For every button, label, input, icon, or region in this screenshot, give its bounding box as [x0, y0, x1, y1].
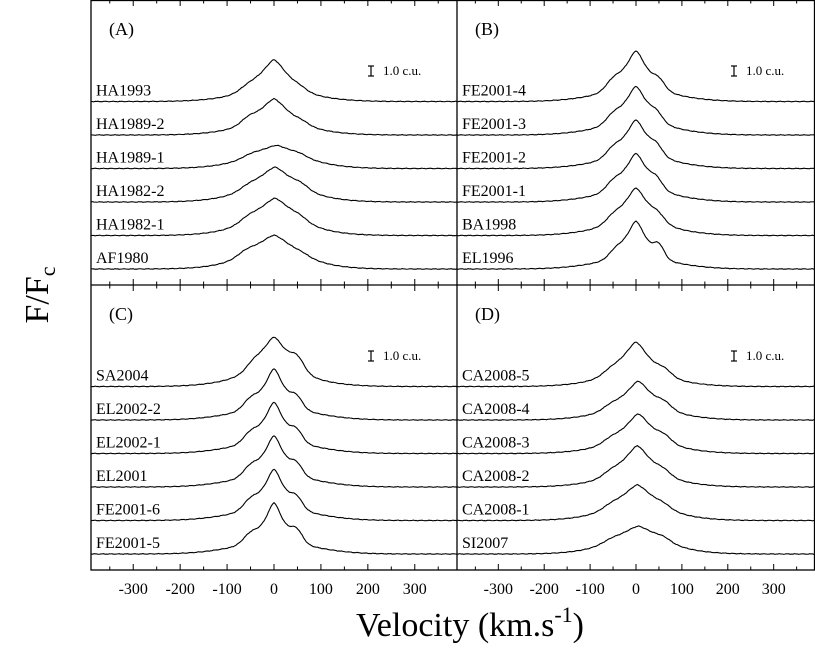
spectrum-label: CA2008-1 [462, 502, 530, 519]
panel-label: (A) [109, 19, 134, 40]
spectrum-ha1989-2 [90, 97, 458, 136]
x-tick-label: -100 [575, 581, 604, 598]
x-tick-label: 0 [632, 581, 640, 598]
spectrum-label: HA1982-2 [96, 183, 164, 200]
x-tick-label: -300 [484, 581, 513, 598]
spectrum-sa2004 [90, 336, 458, 388]
spectrum-label: HA1989-1 [96, 150, 164, 167]
spectrum-label: SI2007 [462, 535, 508, 552]
panels: (A) 1.0 c.u. AF1980 HA1982-1 HA1982-2 HA1989-… [90, 19, 815, 555]
spectrum-label: EL2002-1 [96, 435, 161, 452]
x-tick-label: 200 [716, 581, 740, 598]
scale-bar-label: 1.0 c.u. [746, 63, 784, 78]
spectrum-label: FE2001-3 [462, 116, 526, 133]
spectrum-label: BA1998 [462, 217, 516, 234]
spectrum-label: EL2001 [96, 468, 148, 485]
spectrum-ha1993 [90, 59, 458, 103]
spectrum-label: CA2008-2 [462, 468, 530, 485]
spectrum-fe2001-2 [456, 119, 815, 170]
panel-label: (C) [109, 304, 133, 325]
spectrum-ba1998 [456, 187, 815, 237]
spectrum-label: FE2001-1 [462, 183, 526, 200]
x-tick-label: -300 [119, 581, 148, 598]
y-axis-label-main: F/F [19, 276, 56, 323]
spectrum-ca2008-4 [456, 380, 815, 421]
scale-bar: 1.0 c.u. [731, 348, 784, 363]
panel-b: (B) 1.0 c.u. EL1996 BA1998 FE2001-1 FE2001-2 F… [456, 19, 815, 270]
spectrum-label: CA2008-4 [462, 401, 530, 418]
x-axis-label: Velocity (km.s-1) [356, 602, 584, 644]
scale-bar: 1.0 c.u. [731, 63, 784, 78]
spectrum-ca2008-5 [456, 341, 815, 388]
spectrum-ca2008-1 [456, 483, 815, 522]
spectrum-label: HA1982-1 [96, 217, 164, 234]
spectrum-label: CA2008-5 [462, 368, 530, 385]
x-tick-label: -200 [165, 581, 194, 598]
x-tick-label: -200 [530, 581, 559, 598]
panel-label: (B) [475, 19, 499, 40]
spectrum-ha1982-1 [90, 197, 458, 237]
spectrum-label: FE2001-4 [462, 83, 526, 100]
panel-label: (D) [475, 304, 500, 325]
x-axis-label-close: ) [573, 607, 584, 644]
spectrum-el1996 [456, 220, 815, 270]
spectrum-label: FE2001-6 [96, 502, 160, 519]
spectrum-si2007 [456, 525, 815, 555]
spectrum-label: HA1993 [96, 83, 151, 100]
spectrum-fe2001-3 [456, 85, 815, 136]
y-axis-label: F/Fc [19, 266, 60, 323]
x-tick-label: 100 [309, 581, 333, 598]
scale-bar: 1.0 c.u. [368, 348, 421, 363]
spectrum-label: EL1996 [462, 250, 514, 267]
x-tick-label: 200 [356, 581, 380, 598]
x-tick-label: 300 [403, 581, 427, 598]
scale-bar-label: 1.0 c.u. [383, 63, 421, 78]
scale-bar: 1.0 c.u. [368, 63, 421, 78]
panel-a: (A) 1.0 c.u. AF1980 HA1982-1 HA1982-2 HA1989-… [90, 19, 458, 270]
x-axis-label-sup: -1 [554, 602, 572, 627]
spectrum-fe2001-4 [456, 50, 815, 103]
spectrum-fe2001-5 [90, 502, 458, 555]
spectrum-ha1989-1 [90, 144, 458, 170]
spectrum-label: FE2001-5 [96, 535, 160, 552]
spectrum-ha1982-2 [90, 166, 458, 203]
spectrum-label: SA2004 [96, 368, 148, 385]
spectrum-el2002-1 [90, 401, 458, 455]
axes: -300 -200 -100 0 100 200 300 -300 -200 -100 0 100 20… [109, 0, 798, 598]
y-axis-label-sub: c [35, 266, 60, 276]
spectrum-fe2001-6 [90, 468, 458, 522]
spectrum-ca2008-3 [456, 413, 815, 455]
x-tick-label: 100 [670, 581, 694, 598]
spectrum-el2001 [90, 435, 458, 488]
x-tick-label: -100 [212, 581, 241, 598]
x-tick-label: 0 [270, 581, 278, 598]
panel-c: (C) 1.0 c.u. FE2001-5 FE2001-6 EL2001 EL2002-… [90, 304, 458, 555]
spectrum-label: CA2008-3 [462, 435, 530, 452]
spectrum-label: EL2002-2 [96, 401, 161, 418]
scale-bar-label: 1.0 c.u. [383, 348, 421, 363]
spectrum-label: HA1989-2 [96, 116, 164, 133]
x-axis-label-main: Velocity (km.s [356, 607, 554, 644]
spectrum-el2002-2 [90, 368, 458, 421]
spectrum-ca2008-2 [456, 445, 815, 488]
panel-d: (D) 1.0 c.u. SI2007 CA2008-1 CA2008-2 CA2008-… [456, 304, 815, 555]
x-tick-label: 300 [762, 581, 786, 598]
spectrum-label: FE2001-2 [462, 150, 526, 167]
spectrum-label: AF1980 [96, 250, 148, 267]
spectrum-fe2001-1 [456, 152, 815, 203]
scale-bar-label: 1.0 c.u. [746, 348, 784, 363]
spectrum-af1980 [90, 234, 458, 270]
